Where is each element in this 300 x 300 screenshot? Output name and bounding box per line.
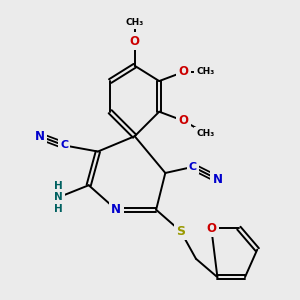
Text: O: O bbox=[206, 222, 216, 235]
Text: CH₃: CH₃ bbox=[126, 18, 144, 27]
Text: O: O bbox=[179, 65, 189, 78]
Text: CH₃: CH₃ bbox=[196, 68, 214, 76]
Text: N: N bbox=[35, 130, 45, 143]
Text: C: C bbox=[189, 162, 197, 172]
Text: O: O bbox=[130, 35, 140, 48]
Text: N: N bbox=[212, 172, 222, 186]
Text: N: N bbox=[111, 203, 121, 216]
Text: O: O bbox=[179, 114, 189, 128]
Text: S: S bbox=[176, 225, 185, 238]
Text: H
N
H: H N H bbox=[54, 181, 62, 214]
Text: CH₃: CH₃ bbox=[196, 129, 214, 138]
Text: C: C bbox=[60, 140, 68, 150]
